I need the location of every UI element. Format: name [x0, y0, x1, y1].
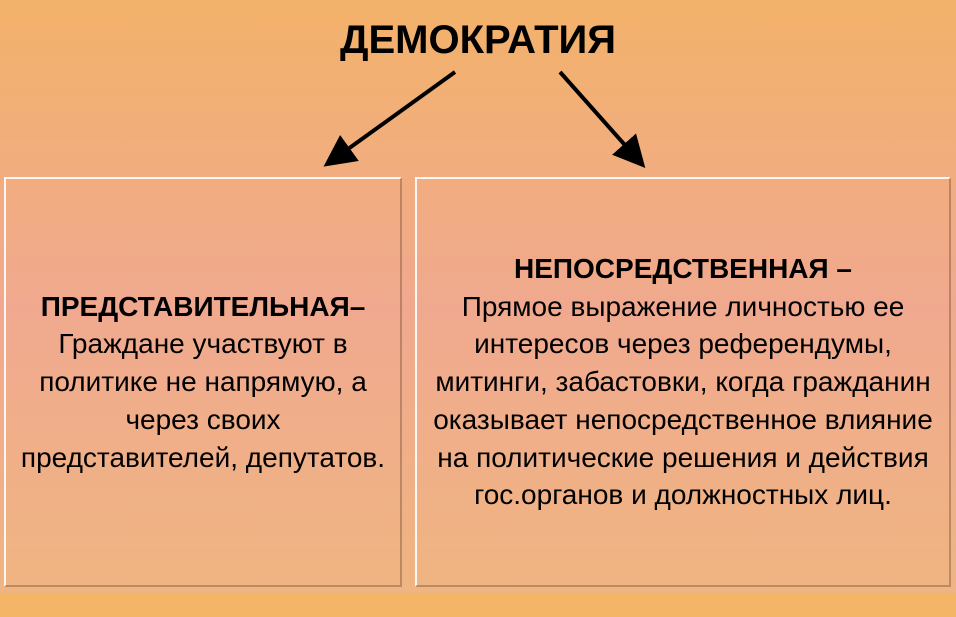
- right-box-body: Прямое выражение личностью ее интересов …: [427, 288, 939, 515]
- right-box-heading: НЕПОСРЕДСТВЕННАЯ –: [427, 250, 939, 288]
- left-box-heading: ПРЕДСТАВИТЕЛЬНАЯ–: [16, 288, 390, 326]
- left-box-body: Граждане участвуют в политике не напряму…: [16, 325, 390, 476]
- right-box: НЕПОСРЕДСТВЕННАЯ – Прямое выражение личн…: [415, 177, 951, 587]
- diagram-title: ДЕМОКРАТИЯ: [0, 18, 956, 63]
- bottom-bar: [0, 593, 956, 617]
- left-box: ПРЕДСТАВИТЕЛЬНАЯ– Граждане участвуют в п…: [4, 177, 402, 587]
